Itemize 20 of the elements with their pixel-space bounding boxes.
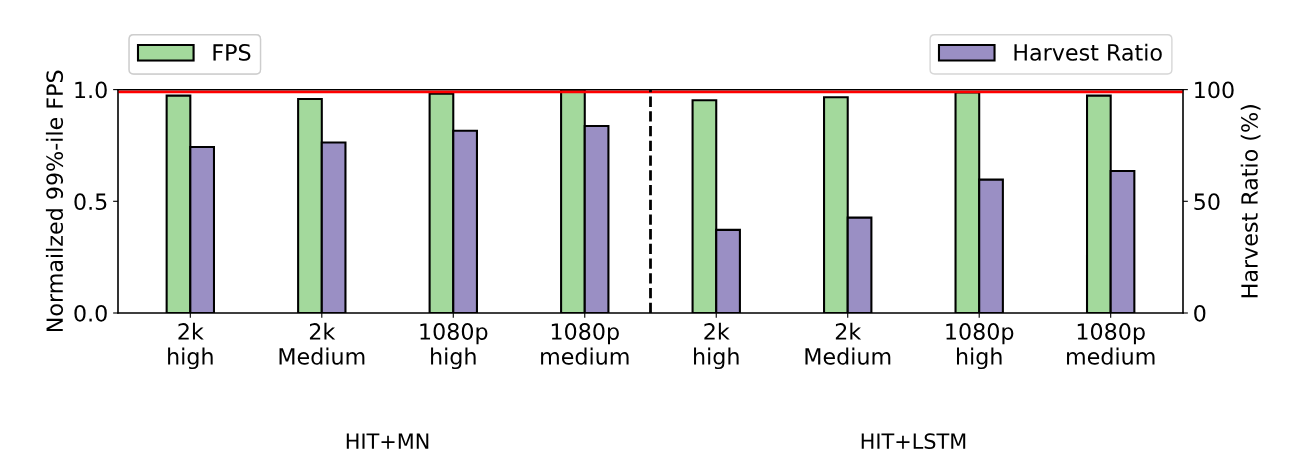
legend-label: Harvest Ratio bbox=[1014, 43, 1162, 61]
x-tick-label: 2k high bbox=[168, 322, 213, 370]
legend-label: FPS bbox=[213, 44, 251, 61]
text: HIT+MN bbox=[346, 433, 429, 449]
x-tick-label: 2k high bbox=[694, 322, 739, 370]
x-tick-label: 1080p high bbox=[946, 323, 1014, 370]
y2-tick-label: 50 bbox=[1194, 193, 1220, 211]
y2-axis-title: Harvest Ratio (%) bbox=[1240, 105, 1261, 298]
x-tick-label: 1080p high bbox=[420, 323, 488, 370]
y-axis-title: Normailzed 99%-ile FPS bbox=[45, 70, 64, 332]
y-tick-label: 1.0 bbox=[75, 81, 107, 99]
x-tick-label: 1080p medium bbox=[541, 323, 629, 365]
y-tick-label: 0.0 bbox=[74, 304, 107, 322]
y-tick-label: 0.5 bbox=[74, 193, 107, 211]
y2-tick-label: 0 bbox=[1194, 304, 1206, 322]
text: HIT+LSTM bbox=[861, 433, 966, 450]
y2-tick-label: 100 bbox=[1195, 81, 1234, 99]
x-tick-label: 1080p medium bbox=[1067, 323, 1155, 365]
x-tick-label: 2k Medium bbox=[279, 322, 365, 365]
x-tick-label: 2k Medium bbox=[805, 322, 891, 365]
